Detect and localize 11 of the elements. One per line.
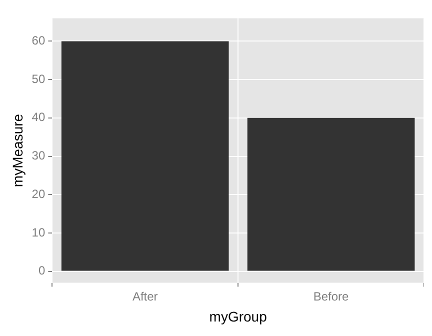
y-tick-label: 0 [38, 264, 46, 278]
y-tick-label: 20 [32, 186, 46, 201]
x-tick-label: After [132, 289, 158, 304]
y-tick-label: 50 [32, 72, 46, 86]
x-tick-label: Before [313, 289, 350, 304]
x-axis-title: myGroup [209, 308, 268, 324]
y-tick-label: 30 [32, 148, 46, 163]
y-tick-label: 60 [32, 34, 46, 48]
y-axis-title: myMeasure [9, 114, 26, 188]
y-tick-label: 10 [32, 225, 46, 240]
y-tick-label: 40 [32, 110, 46, 124]
